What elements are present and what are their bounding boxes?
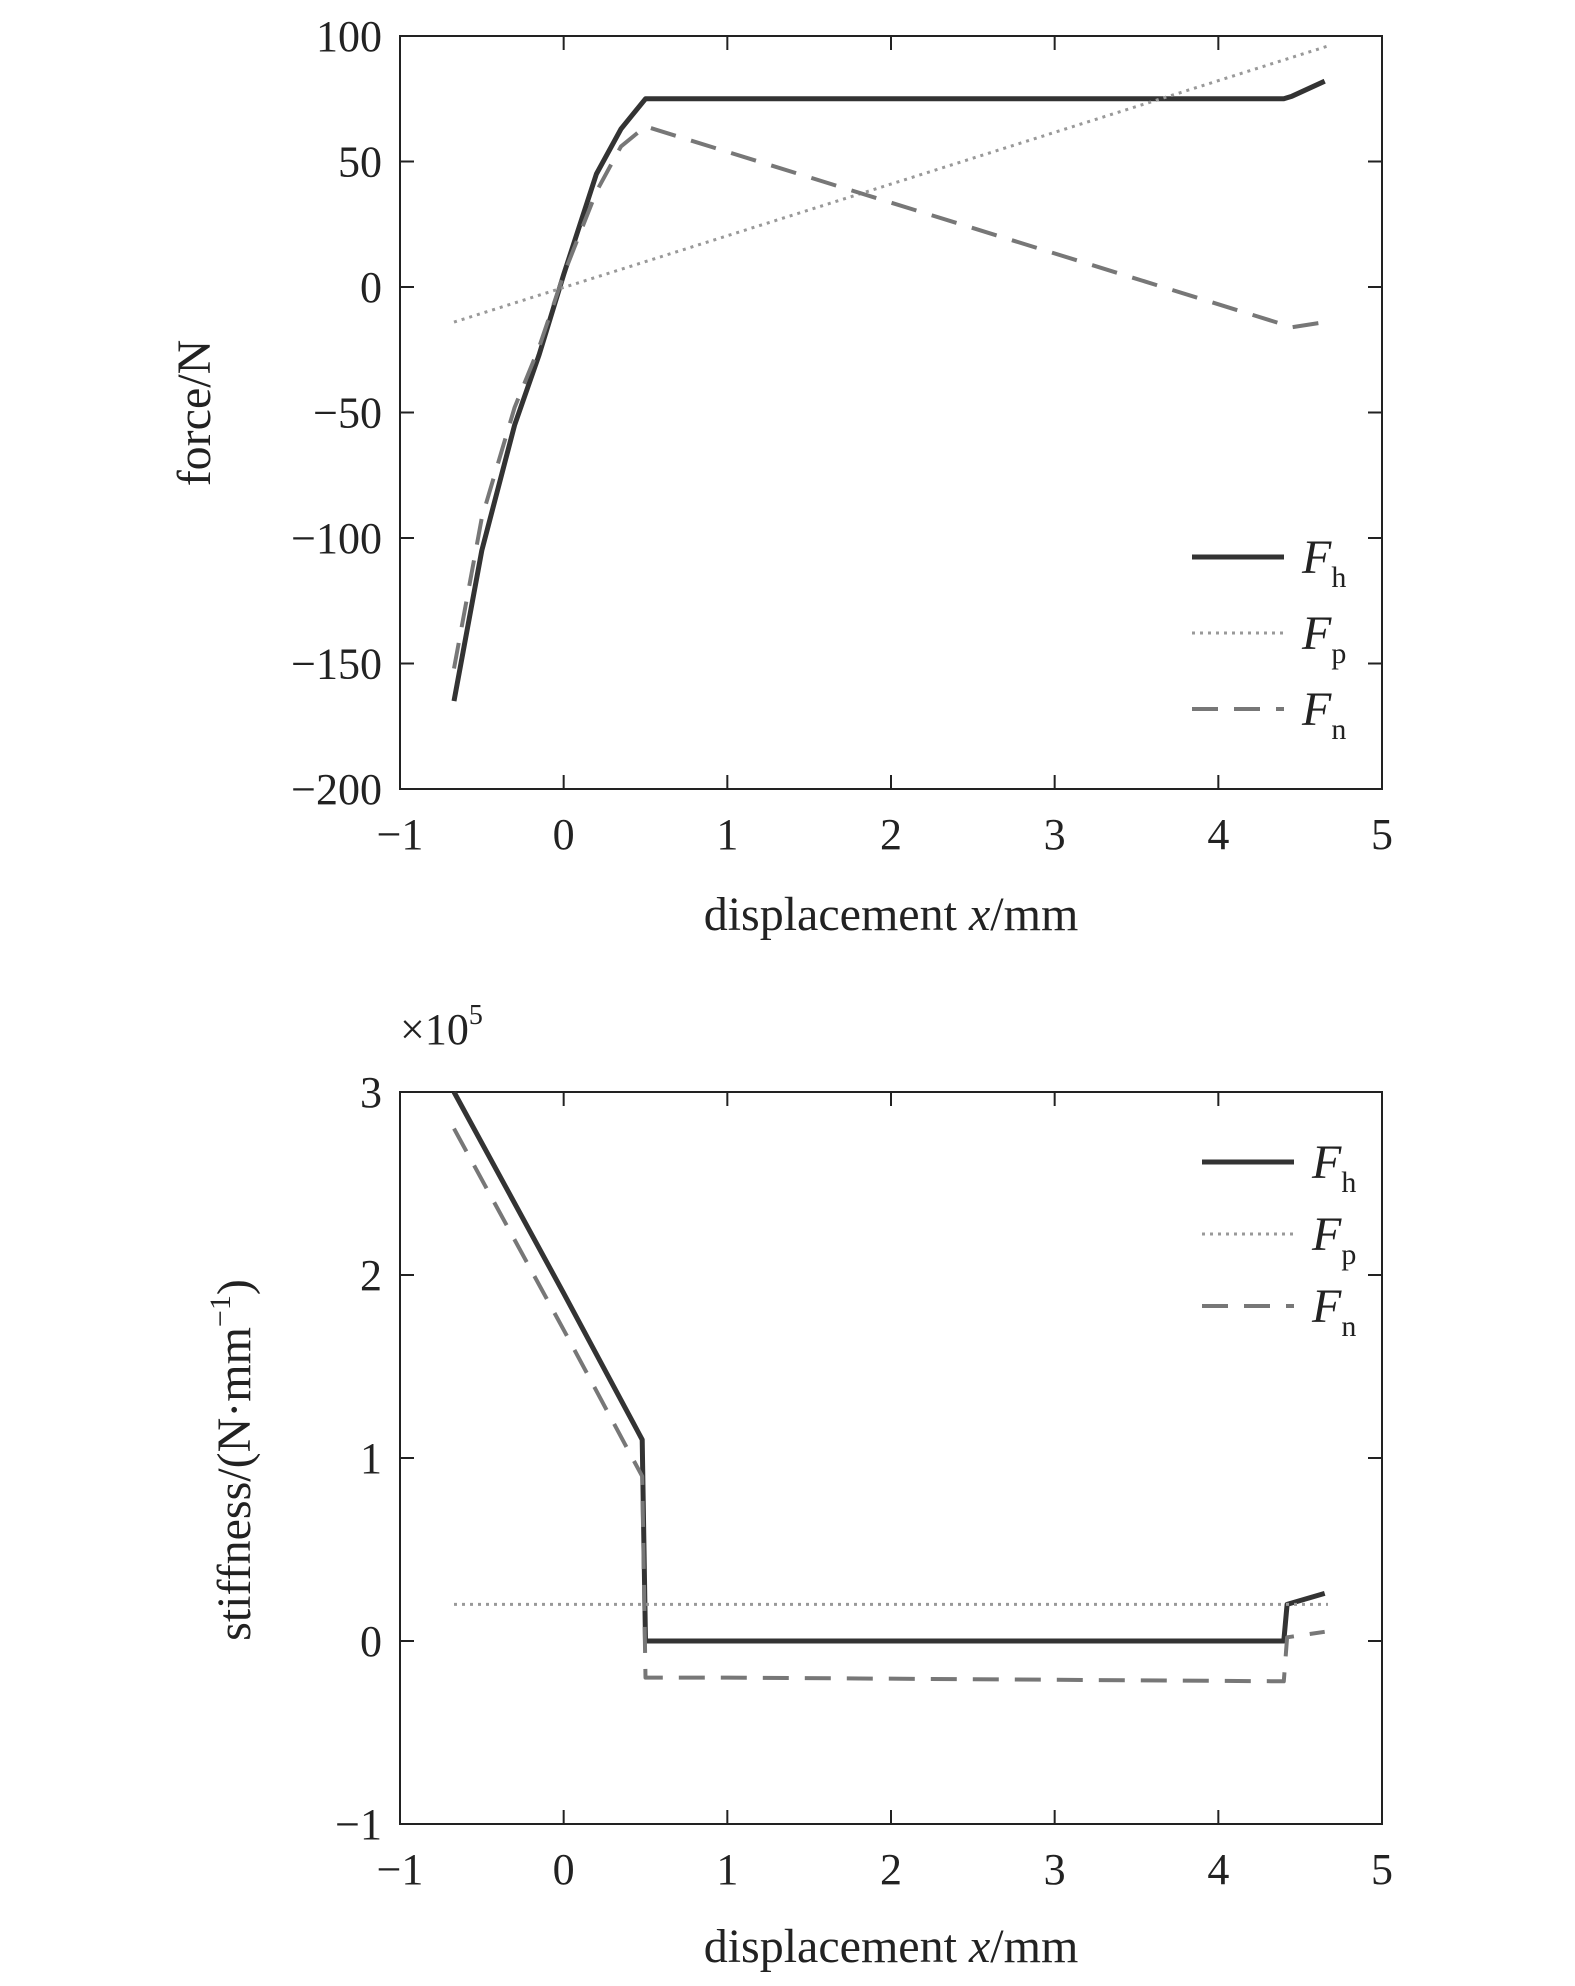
x-axis-label: displacement x/mm	[704, 888, 1079, 941]
x-tick-label: 0	[553, 1845, 575, 1894]
y-tick-label: 0	[360, 1617, 382, 1666]
legend: Fh Fp Fn	[1202, 1136, 1356, 1343]
y-tick-label: 1	[360, 1434, 382, 1483]
series-fn-line	[452, 124, 1326, 669]
y-tick-label: −150	[291, 640, 382, 689]
y-scale-multiplier: ×105	[400, 1000, 483, 1054]
y-tick-label: −50	[313, 389, 382, 438]
x-tick-label: −1	[377, 1845, 424, 1894]
y-tick-label: 3	[360, 1068, 382, 1117]
legend-label-fp: Fp	[1311, 1208, 1356, 1271]
legend-label-fh: Fh	[1311, 1136, 1356, 1199]
y-tick-label: 0	[360, 263, 382, 312]
y-tick-label: 2	[360, 1251, 382, 1300]
x-tick-label: 1	[716, 810, 738, 859]
x-tick-label: 2	[880, 810, 902, 859]
legend: Fh Fp Fn	[1192, 531, 1346, 746]
series-fp-line	[453, 44, 1329, 324]
y-axis-label: stiffness/(N·mm−1)	[204, 1279, 261, 1641]
legend-label-fp: Fp	[1301, 607, 1346, 670]
y-tick-label: −100	[291, 514, 382, 563]
y-axis-label: force/N	[168, 340, 221, 487]
y-tick-label: −1	[335, 1800, 382, 1849]
x-tick-label: 1	[716, 1845, 738, 1894]
y-tick-label: 100	[316, 12, 382, 61]
x-tick-label: 4	[1207, 1845, 1229, 1894]
x-tick-label: 3	[1044, 1845, 1066, 1894]
plot-frame	[399, 35, 1383, 790]
chart-2: −1 0 1 2 3 4 5 −1 0 1 2 3 displacement x/mm stiffness…	[204, 1000, 1393, 1973]
x-tick-label: −1	[377, 810, 424, 859]
y-tick-label: −200	[291, 765, 382, 814]
x-tick-label: 4	[1207, 810, 1229, 859]
plot-frame	[399, 1091, 1383, 1825]
x-tick-label: 0	[553, 810, 575, 859]
x-tick-label: 3	[1044, 810, 1066, 859]
chart-1: −1 0 1 2 3 4 5 −200 −150 −100 −50 0 50 100 displacemen…	[168, 12, 1393, 941]
legend-label-fn: Fn	[1311, 1280, 1356, 1343]
legend-label-fn: Fn	[1301, 683, 1346, 746]
x-axis-label: displacement x/mm	[704, 1920, 1079, 1973]
y-tick-label: 50	[338, 138, 382, 187]
legend-label-fh: Fh	[1301, 531, 1346, 594]
series-fh-line	[451, 78, 1326, 702]
x-tick-label: 2	[880, 1845, 902, 1894]
series-fn-line	[452, 1127, 1325, 1684]
x-tick-label: 5	[1371, 1845, 1393, 1894]
x-tick-label: 5	[1371, 810, 1393, 859]
